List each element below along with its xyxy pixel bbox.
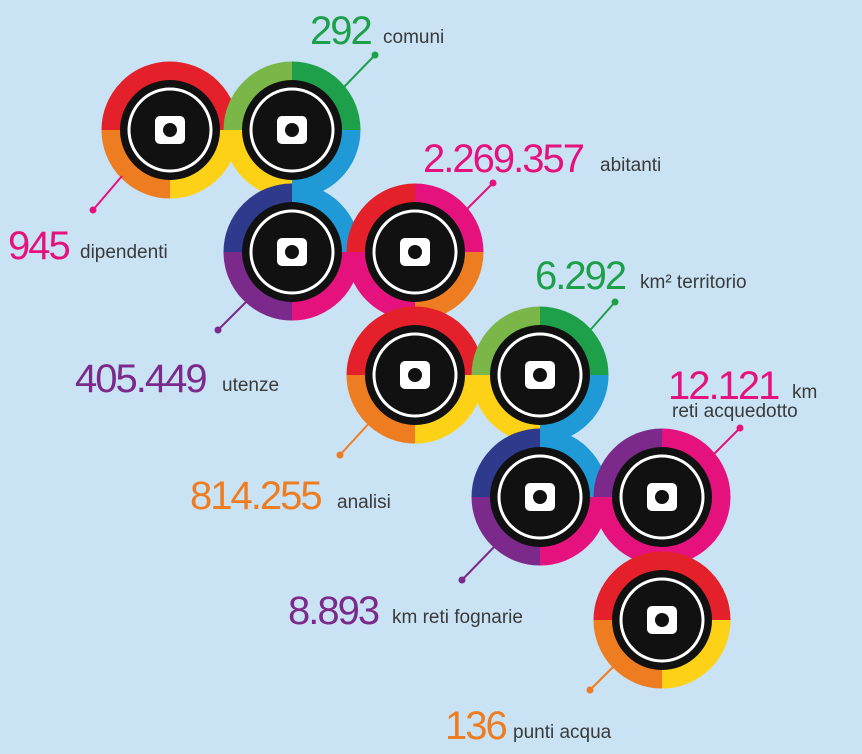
ring-white — [127, 87, 213, 173]
ring-white — [372, 209, 458, 295]
stat-value: 945 — [8, 224, 69, 268]
leader-dot — [736, 424, 744, 432]
leader-dot — [336, 451, 344, 459]
ring-segment — [223, 251, 293, 321]
icon-detail — [533, 368, 547, 382]
ring-segment — [346, 374, 416, 444]
ring-segment — [593, 551, 663, 621]
ring-segment — [593, 619, 663, 689]
ring-segment — [101, 129, 171, 199]
stat-label: dipendenti — [80, 242, 168, 263]
ring-white — [619, 454, 705, 540]
leader-line — [342, 54, 376, 89]
stat-label: km — [792, 382, 817, 403]
ring-white — [249, 87, 335, 173]
stat-value: 6.292 — [535, 254, 626, 298]
leader-dot — [371, 51, 379, 59]
ring-white — [619, 577, 705, 663]
stat-value: 136 — [445, 704, 506, 748]
stat-value: 292 — [310, 9, 371, 53]
stat-value: 8.893 — [288, 589, 379, 633]
ring-segment — [539, 306, 609, 376]
ring-segment — [471, 428, 541, 498]
ring-segment — [661, 551, 731, 621]
icon-detail — [408, 368, 422, 382]
ring-white — [497, 332, 583, 418]
stat-label: utenze — [222, 375, 279, 396]
leader-line — [339, 419, 373, 456]
leader-line — [707, 427, 741, 461]
leader-dot — [611, 298, 619, 306]
ring-segment — [661, 428, 731, 498]
ring-segment — [101, 61, 171, 131]
stat-label: abitanti — [600, 155, 661, 176]
leader-dot — [214, 326, 222, 334]
leader-dot — [89, 206, 97, 214]
stat-value: 12.121 — [668, 364, 779, 408]
icon-detail — [285, 245, 299, 259]
leader-line — [584, 301, 616, 337]
ring-white — [372, 332, 458, 418]
icon-detail — [655, 613, 669, 627]
leader-line — [459, 182, 494, 217]
stat-value: 405.449 — [75, 357, 206, 401]
ring-white — [249, 209, 335, 295]
stat-label-2: reti acquedotto — [672, 401, 798, 422]
icon-detail — [285, 123, 299, 137]
ring-segment — [223, 61, 293, 131]
icon-detail — [408, 245, 422, 259]
ring-white — [497, 454, 583, 540]
leader-dot — [489, 179, 497, 187]
ring-segment — [471, 306, 541, 376]
rings — [101, 61, 731, 689]
ring-segment — [593, 428, 663, 498]
ring-segment — [471, 496, 541, 566]
leader-line — [217, 297, 251, 331]
ring-segment — [346, 183, 416, 253]
stat-label: comuni — [383, 27, 444, 48]
icon-detail — [163, 123, 177, 137]
stat-label: km reti fognarie — [392, 607, 523, 628]
ring-segment — [346, 306, 416, 376]
stat-label: punti acqua — [513, 722, 612, 743]
leader-dot — [586, 686, 594, 694]
stat-label: km² territorio — [640, 272, 747, 293]
stat-value: 814.255 — [190, 474, 321, 518]
icon-detail — [533, 490, 547, 504]
ring-segment — [223, 183, 293, 253]
ring-segment — [291, 61, 361, 131]
leader-line — [92, 175, 123, 211]
leader-dot — [458, 576, 466, 584]
labels: 292 comuni 945 dipendenti 2.269.357 abitanti 6… — [8, 9, 817, 748]
stat-value: 2.269.357 — [423, 137, 584, 181]
ring-segment — [414, 183, 484, 253]
leader-line — [461, 545, 496, 581]
leader-line — [589, 657, 623, 691]
ring-segment — [661, 619, 731, 689]
icon-detail — [655, 490, 669, 504]
stat-label: analisi — [337, 492, 391, 513]
